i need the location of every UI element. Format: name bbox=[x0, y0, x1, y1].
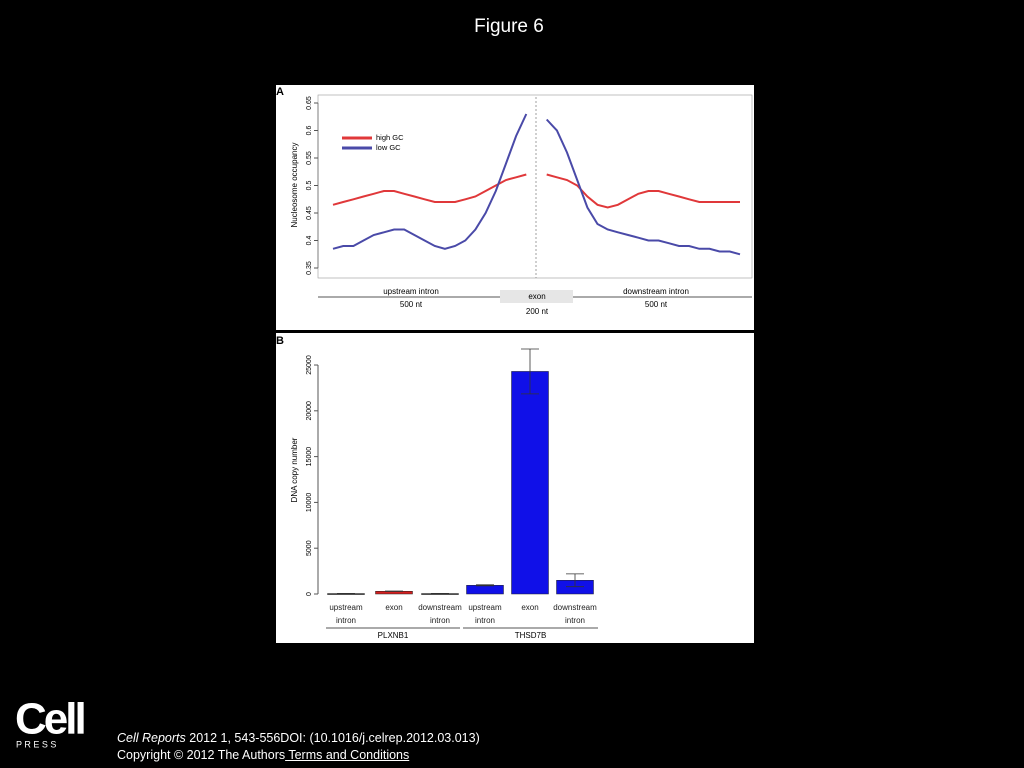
y-tick-label: 0.5 bbox=[306, 181, 313, 191]
citation: Cell Reports 2012 1, 543-556DOI: (10.101… bbox=[117, 731, 480, 745]
citation-text: 2012 1, 543-556DOI: (10.1016/j.celrep.20… bbox=[185, 731, 480, 745]
copyright: Copyright © 2012 The Authors bbox=[117, 748, 286, 762]
region-label: downstream intron bbox=[623, 287, 689, 296]
y-tick-label: 0.35 bbox=[306, 261, 313, 275]
y-tick-label: 5000 bbox=[306, 540, 313, 556]
panel-a bbox=[276, 85, 754, 330]
y-tick-label: 0.65 bbox=[306, 96, 313, 110]
y-axis-title: Nucleosome occupancy bbox=[290, 143, 299, 228]
y-axis-title: DNA copy number bbox=[290, 437, 299, 502]
copyright-line: Copyright © 2012 The Authors Terms and C… bbox=[117, 748, 409, 762]
logo-sub: P R E S S bbox=[16, 739, 56, 749]
x-tick-label: upstream intron bbox=[468, 603, 502, 625]
y-tick-label: 0.55 bbox=[306, 151, 313, 165]
group-label: PLXNB1 bbox=[378, 631, 409, 640]
group-label: THSD7B bbox=[515, 631, 547, 640]
panel-label: A bbox=[276, 86, 284, 98]
region-label: exon bbox=[528, 292, 545, 301]
x-tick-label: downstream intron bbox=[553, 603, 597, 625]
x-tick-label: exon bbox=[521, 603, 539, 612]
y-tick-label: 25000 bbox=[306, 355, 313, 375]
error-bar bbox=[385, 590, 403, 592]
y-tick-label: 20000 bbox=[306, 401, 313, 421]
logo: Cell bbox=[15, 695, 84, 744]
error-bar bbox=[566, 573, 584, 588]
terms-link[interactable]: Terms and Conditions bbox=[285, 748, 410, 762]
y-tick-label: 0.4 bbox=[306, 236, 313, 246]
exon-box bbox=[500, 290, 573, 303]
plot-frame bbox=[317, 94, 753, 279]
error-bar bbox=[521, 348, 539, 395]
bar bbox=[511, 371, 549, 595]
region-length: 500 nt bbox=[645, 300, 668, 309]
legend-label: high GC bbox=[376, 133, 404, 142]
y-tick-label: 0 bbox=[306, 592, 313, 596]
y-tick-label: 10000 bbox=[306, 493, 313, 513]
x-tick-label: exon bbox=[385, 603, 403, 612]
journal: Cell Reports bbox=[117, 731, 186, 745]
region-label: upstream intron bbox=[383, 287, 439, 296]
y-tick-label: 15000 bbox=[306, 447, 313, 467]
region-length: 500 nt bbox=[400, 300, 423, 309]
legend-label: low GC bbox=[376, 143, 401, 152]
bar bbox=[466, 585, 504, 595]
panel-label: B bbox=[276, 335, 284, 347]
figure-title: Figure 6 bbox=[474, 16, 544, 37]
error-bar bbox=[476, 584, 494, 587]
series-line bbox=[332, 113, 741, 256]
x-tick-label: downstream intron bbox=[418, 603, 462, 625]
y-tick-label: 0.6 bbox=[306, 126, 313, 136]
y-tick-label: 0.45 bbox=[306, 206, 313, 220]
x-tick-label: upstream intron bbox=[329, 603, 363, 625]
region-length: 200 nt bbox=[526, 307, 549, 316]
